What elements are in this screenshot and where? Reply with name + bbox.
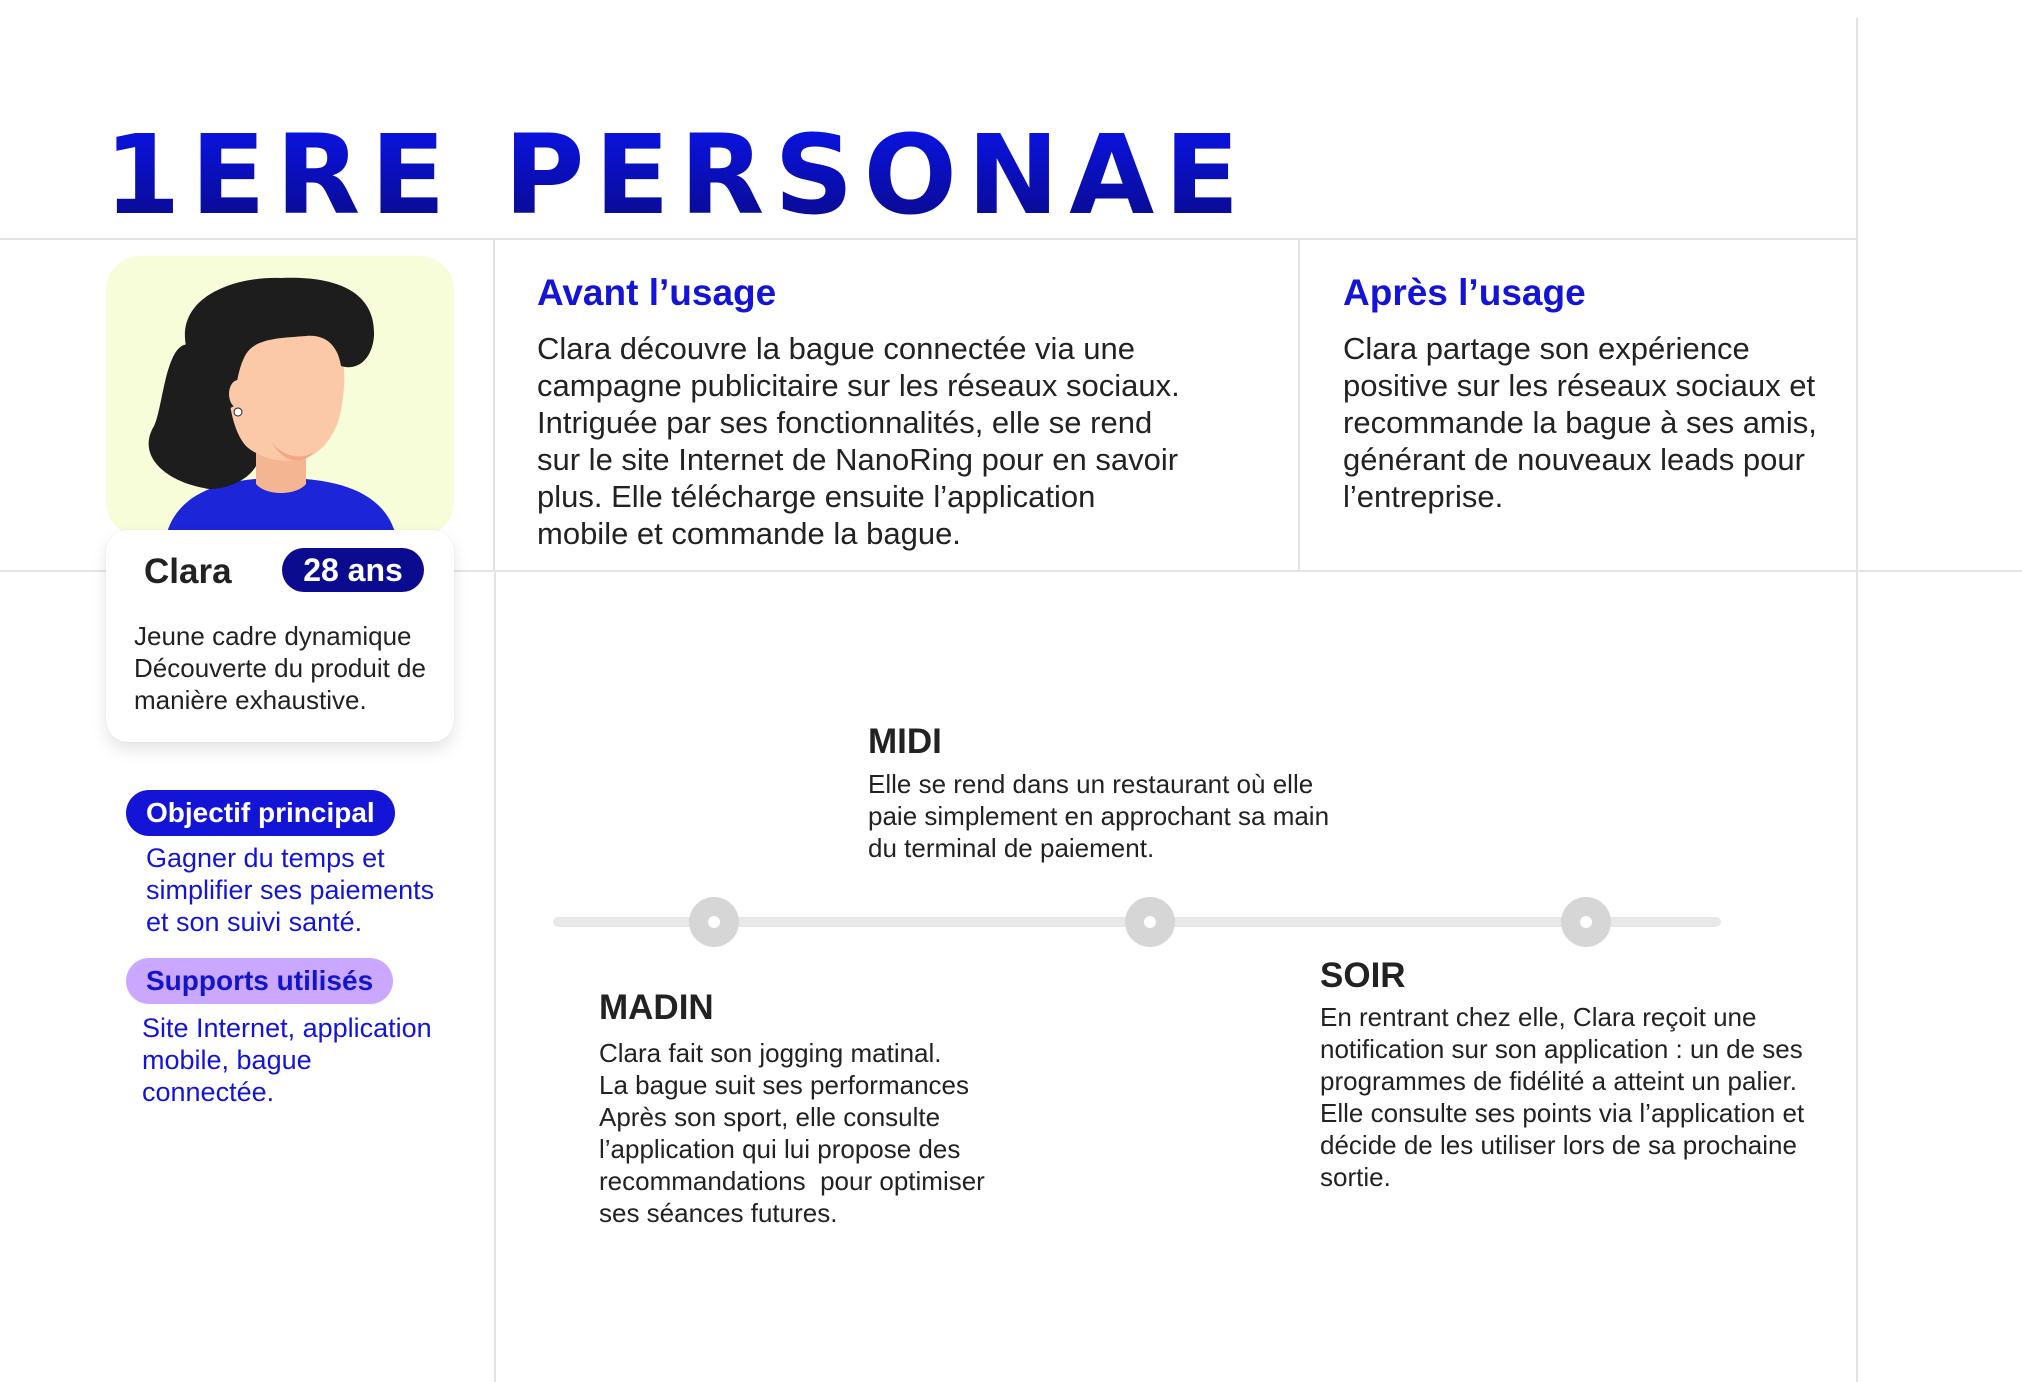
divider-middle (0, 570, 2022, 572)
madin-line: recommandations pour optimiser (599, 1166, 985, 1196)
timeline-dot-midi (1125, 897, 1175, 947)
divider-top (0, 238, 1858, 240)
persona-description-line: Découverte du produit de (134, 653, 426, 683)
divider-right-edge (1856, 18, 1858, 1382)
avant-body: Clara découvre la bague connectée via un… (537, 330, 1257, 552)
soir-body: En rentrant chez elle, Clara reçoit une … (1320, 1001, 1860, 1193)
soir-line: décide de les utiliser lors de sa procha… (1320, 1130, 1797, 1160)
apres-line: l’entreprise. (1343, 479, 1504, 514)
soir-line: sortie. (1320, 1162, 1391, 1192)
supports-line: Site Internet, application (142, 1013, 432, 1043)
apres-line: Clara partage son expérience (1343, 331, 1750, 366)
midi-line: Elle se rend dans un restaurant où elle (868, 769, 1314, 799)
midi-line: paie simplement en approchant sa main (868, 801, 1330, 831)
apres-line: recommande la bague à ses amis, (1343, 405, 1817, 440)
divider-left-lower (494, 572, 496, 1382)
objectif-text: Gagner du temps et simplifier ses paieme… (146, 842, 466, 938)
persona-description-line: Jeune cadre dynamique (134, 621, 412, 651)
persona-description-line: manière exhaustive. (134, 685, 367, 715)
apres-body: Clara partage son expérience positive su… (1343, 330, 1843, 515)
timeline-dot-madin (689, 897, 739, 947)
supports-pill: Supports utilisés (126, 958, 394, 1004)
soir-line: En rentrant chez elle, Clara reçoit une (1320, 1002, 1757, 1032)
avant-heading: Avant l’usage (537, 272, 777, 313)
soir-line: Elle consulte ses points via l’applicati… (1320, 1098, 1805, 1128)
persona-name: Clara (144, 552, 232, 591)
soir-line: programmes de fidélité a atteint un pali… (1320, 1066, 1797, 1096)
objectif-line: simplifier ses paiements (146, 875, 435, 905)
soir-title: SOIR (1320, 956, 1406, 995)
timeline-dot-soir (1561, 897, 1611, 947)
apres-line: générant de nouveaux leads pour (1343, 442, 1805, 477)
page-title: 1ERE PERSONAE (104, 111, 1250, 239)
divider-left-column (493, 238, 495, 572)
madin-line: ses séances futures. (599, 1198, 838, 1228)
madin-line: l’application qui lui propose des (599, 1134, 961, 1164)
madin-title: MADIN (599, 988, 714, 1027)
woman-avatar-icon (148, 277, 396, 536)
avant-line: plus. Elle télécharge ensuite l’applicat… (537, 479, 1096, 514)
objectif-line: et son suivi santé. (146, 907, 363, 937)
avatar-card (106, 256, 454, 536)
avant-line: Clara découvre la bague connectée via un… (537, 331, 1136, 366)
supports-text: Site Internet, application mobile, bague… (142, 1012, 462, 1108)
midi-body: Elle se rend dans un restaurant où elle … (868, 768, 1408, 864)
supports-line: connectée. (142, 1077, 275, 1107)
persona-card: Clara 28 ans Jeune cadre dynamique Décou… (106, 530, 454, 742)
apres-heading: Après l’usage (1343, 272, 1586, 313)
apres-line: positive sur les réseaux sociaux et (1343, 368, 1816, 403)
soir-line: notification sur son application : un de… (1320, 1034, 1803, 1064)
madin-line: Clara fait son jogging matinal. (599, 1038, 942, 1068)
madin-body: Clara fait son jogging matinal. La bague… (599, 1037, 1059, 1229)
supports-line: mobile, bague (142, 1045, 312, 1075)
avant-line: Intriguée par ses fonctionnalités, elle … (537, 405, 1153, 440)
persona-description: Jeune cadre dynamique Découverte du prod… (134, 620, 454, 716)
midi-line: du terminal de paiement. (868, 833, 1155, 863)
avant-line: sur le site Internet de NanoRing pour en… (537, 442, 1179, 477)
objectif-line: Gagner du temps et (146, 843, 385, 873)
avant-line: mobile et commande la bague. (537, 516, 961, 551)
madin-line: La bague suit ses performances (599, 1070, 969, 1100)
midi-title: MIDI (868, 722, 942, 761)
madin-line: Après son sport, elle consulte (599, 1102, 941, 1132)
objectif-pill: Objectif principal (126, 790, 395, 836)
age-badge: 28 ans (282, 548, 424, 592)
divider-center-column (1298, 238, 1300, 572)
avant-line: campagne publicitaire sur les réseaux so… (537, 368, 1180, 403)
